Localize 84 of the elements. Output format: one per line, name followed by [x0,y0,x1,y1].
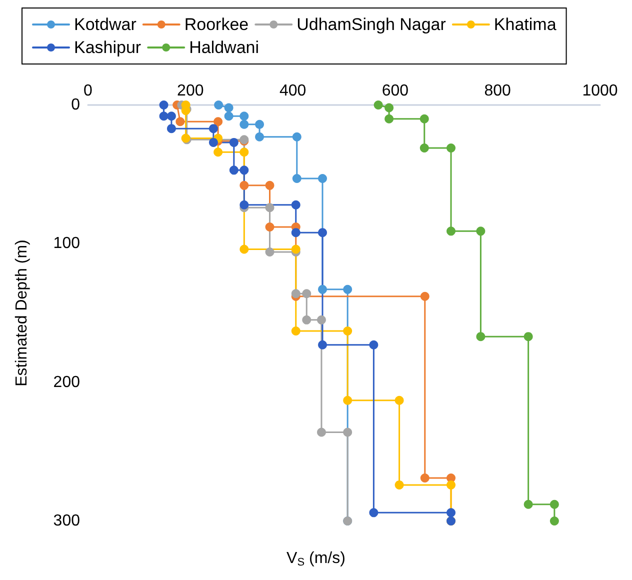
y-axis-title: Estimated Depth (m) [14,240,30,386]
point [166,124,176,134]
point [240,180,249,190]
x-tick-label: 800 [484,82,512,100]
point [343,396,352,405]
x-tick-label: 0 [84,82,93,100]
point [318,174,327,183]
point [384,103,394,112]
point [302,315,312,324]
point [524,332,533,342]
point [265,222,274,232]
point [291,326,300,336]
point [420,143,429,152]
point [208,124,218,134]
point [166,112,176,121]
point [240,244,249,254]
point [291,289,300,298]
point [420,474,430,483]
point [369,508,378,518]
point [214,117,223,126]
legend-label: Kotdwar [74,15,137,34]
point [318,340,327,350]
point [374,100,383,110]
point [343,284,352,294]
point [292,174,302,183]
x-tick-label: 600 [382,82,409,100]
legend-label: Haldwani [189,38,260,57]
point [316,428,326,437]
legend-label: Roorkee [184,15,249,34]
point [369,340,378,350]
point [214,148,223,157]
point [291,200,300,210]
point [240,200,249,210]
point [291,244,300,254]
point [224,103,234,112]
point [255,120,264,129]
point [214,100,224,110]
point [224,112,234,121]
point [343,326,352,336]
point [446,143,456,152]
point [550,516,559,526]
point [265,203,274,212]
point [265,180,274,190]
x-tick-label: 200 [177,82,204,100]
point [291,228,300,238]
point [255,132,264,142]
point [420,114,429,124]
point [240,148,249,157]
point [208,138,218,147]
point [476,332,486,342]
point [229,166,238,175]
point [176,117,185,126]
legend-label: UdhamSingh Nagar [296,15,446,34]
point [316,315,326,324]
point [550,500,559,509]
point [446,480,456,490]
point [524,500,533,509]
point [240,120,249,129]
point [292,132,302,142]
point [343,428,352,437]
point [446,508,456,518]
y-tick-label: 0 [71,96,80,114]
point [394,396,404,405]
point [384,114,394,124]
point [240,112,249,121]
x-tick-label: 400 [279,82,306,100]
legend-label: Kashipur [74,38,142,57]
y-tick-label: 100 [53,235,80,252]
point [476,226,486,236]
point [229,138,238,147]
point [394,480,404,490]
y-tick-label: 300 [53,512,80,530]
legend-label: Khatima [494,15,557,34]
point [420,292,430,301]
point [318,228,327,238]
point [302,289,312,298]
x-tick-label: 1000 [582,82,618,100]
point [240,166,249,175]
point [159,112,168,121]
point [318,284,327,294]
point [159,100,168,110]
point [446,226,456,236]
y-tick-label: 200 [53,374,80,391]
point [265,247,274,256]
